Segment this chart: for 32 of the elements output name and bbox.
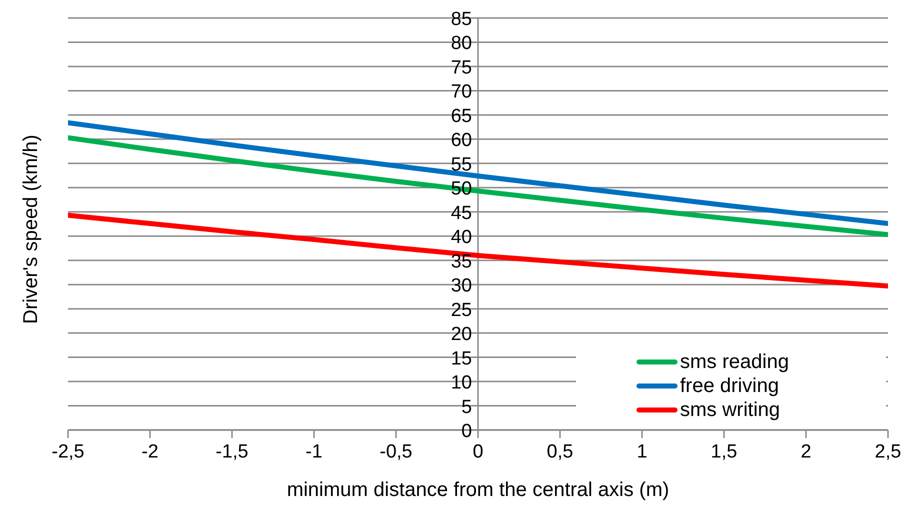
x-tick-label: 2: [800, 441, 812, 462]
y-tick-label: 75: [450, 57, 472, 78]
y-tick-label: 0: [461, 421, 472, 442]
x-tick-label: -2,5: [52, 441, 84, 462]
y-tick-label: 35: [450, 251, 472, 272]
x-tick-label: 2,5: [874, 441, 902, 462]
y-tick-label: 85: [450, 9, 472, 30]
y-tick-label: 15: [450, 348, 472, 370]
legend-label: free driving: [680, 374, 779, 398]
x-tick-label: 1,5: [710, 441, 738, 462]
y-tick-label: 80: [450, 33, 472, 54]
x-tick-label: -1,5: [216, 441, 248, 462]
y-tick-label: 45: [450, 202, 472, 224]
x-axis-title: minimum distance from the central axis (m): [286, 479, 670, 501]
y-tick-label: 30: [450, 276, 472, 297]
legend-label: sms writing: [680, 398, 780, 422]
x-tick-label: -2: [142, 441, 158, 462]
x-tick-label: 1: [636, 441, 648, 462]
y-tick-label: 70: [450, 82, 472, 103]
y-tick-label: 55: [450, 154, 472, 176]
y-tick-label: 60: [450, 130, 472, 152]
y-tick-label: 20: [450, 324, 472, 346]
legend-label: sms reading: [680, 350, 789, 374]
x-tick-label: 0,5: [546, 441, 574, 462]
y-tick-label: 25: [450, 300, 472, 321]
x-tick-label: -0,5: [380, 441, 412, 462]
y-axis-title: Driver's speed (km/h): [20, 134, 42, 324]
y-tick-label: 40: [450, 227, 472, 248]
y-tick-label: 65: [450, 106, 472, 127]
x-tick-label: -1: [306, 441, 322, 462]
y-tick-label: 5: [461, 396, 472, 418]
y-tick-label: 10: [450, 372, 472, 394]
